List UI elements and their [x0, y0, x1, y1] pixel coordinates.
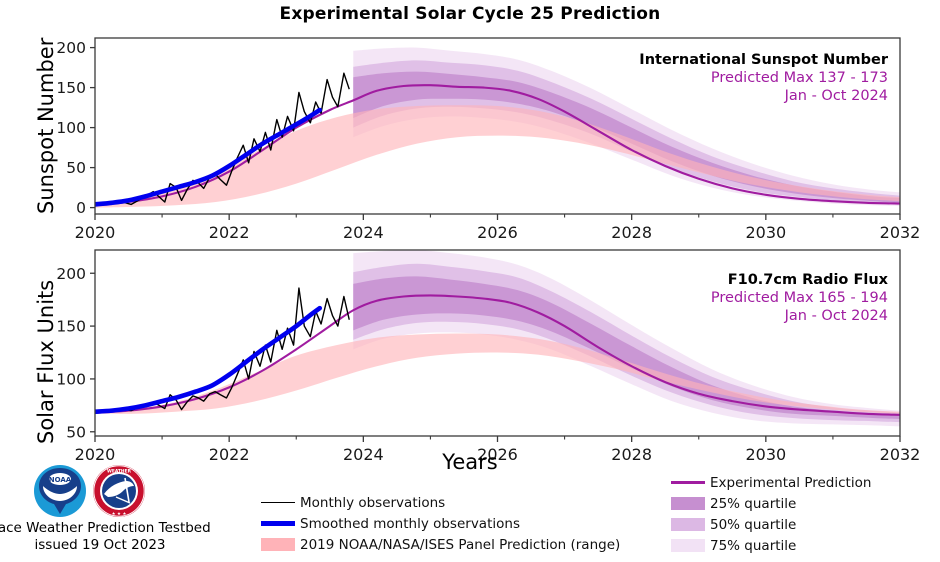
svg-text:★ ★ ★: ★ ★ ★: [112, 511, 127, 517]
y-tick-label-f107-3: 200: [56, 265, 86, 283]
y-tick-label-f107-2: 150: [56, 318, 86, 336]
line-smoothed-observations-sunspot: [95, 107, 323, 207]
x-tick-label-f107-2: 2024: [343, 445, 384, 464]
x-tick-label-sunspot-4: 2028: [611, 223, 652, 242]
y-tick-label-sunspot-3: 150: [56, 79, 86, 97]
annotation-f107: F10.7cm Radio Flux Predicted Max 165 - 1…: [520, 272, 888, 324]
x-tick-label-f107-4: 2028: [611, 445, 652, 464]
x-tick-label-f107-5: 2030: [745, 445, 786, 464]
legend-item-smoothed-monthly-observations: Smoothed monthly observations: [256, 513, 620, 534]
panel-sunspot: Sunspot Number 0 50 100 150 200 2020 2022 2024 2…: [0, 0, 940, 242]
legend-marker-patch: [666, 539, 710, 552]
legend-item-50-quartile: 50% quartile: [666, 514, 871, 535]
legend-item-monthly-observations: Monthly observations: [256, 492, 620, 513]
x-tick-label-f107-6: 2032: [880, 445, 921, 464]
footer-caption: pace Weather Prediction Testbed issued 1…: [0, 520, 222, 554]
x-axis-label: Years: [442, 450, 498, 474]
legend-marker-line-thin: [256, 501, 300, 504]
svg-text:WEATHER: WEATHER: [107, 469, 132, 475]
legend-marker-patch: [666, 497, 710, 510]
legend-label: Smoothed monthly observations: [300, 515, 520, 532]
legend-item-75-quartile: 75% quartile: [666, 535, 871, 556]
annotation-date-f107: Jan - Oct 2024: [784, 308, 888, 324]
x-tick-label-sunspot-5: 2030: [745, 223, 786, 242]
plot-area-sunspot: 0 50 100 150 200 2020 2022 2024 2026 2028 2030 2032: [56, 37, 921, 242]
noaa-logo: NOAA: [33, 464, 87, 518]
legend-marker-patch: [666, 518, 710, 531]
panel-f107: Solar Flux Units 50 100 150 200 2020 2022 2024…: [0, 240, 940, 470]
legend-item-experimental-prediction: Experimental Prediction: [666, 472, 871, 493]
legend-label: 50% quartile: [710, 516, 797, 533]
legend-marker-line-thick: [256, 521, 300, 526]
legend-label: 75% quartile: [710, 537, 797, 554]
y-tick-label-sunspot-1: 50: [66, 159, 86, 177]
x-tick-label-sunspot-3: 2026: [477, 223, 518, 242]
x-tick-label-f107-0: 2020: [75, 445, 116, 464]
x-tick-label-sunspot-1: 2022: [209, 223, 250, 242]
x-tick-label-sunspot-2: 2024: [343, 223, 384, 242]
svg-text:NOAA: NOAA: [49, 476, 72, 484]
annotation-title-f107: F10.7cm Radio Flux: [727, 272, 888, 288]
band-panel-prediction-f107: [95, 333, 900, 414]
band-panel-prediction-sunspot: [95, 105, 900, 208]
series-group-f107: [95, 250, 900, 427]
line-experimental-prediction-f107: [95, 294, 900, 416]
page-title: Experimental Solar Cycle 25 Prediction: [279, 4, 661, 24]
legend-label: Monthly observations: [300, 494, 446, 511]
annotation-date-sunspot: Jan - Oct 2024: [784, 88, 888, 104]
y-tick-label-sunspot-2: 100: [56, 119, 86, 137]
x-tick-label-f107-1: 2022: [209, 445, 250, 464]
national-weather-service-logo: WEATHER ★ ★ ★: [92, 464, 146, 518]
x-tick-label-sunspot-6: 2032: [880, 223, 921, 242]
y-tick-label-sunspot-4: 200: [56, 39, 86, 57]
legend-marker-line-med: [666, 481, 710, 484]
annotation-title-sunspot: International Sunspot Number: [639, 52, 888, 68]
legend-label: 2019 NOAA/NASA/ISES Panel Prediction (ra…: [300, 536, 621, 553]
footer-line-2: issued 19 Oct 2023: [34, 536, 166, 553]
line-smoothed-observations-f107: [95, 305, 323, 414]
legend-item-25-quartile: 25% quartile: [666, 493, 871, 514]
legend-marker-patch: [256, 538, 300, 551]
y-tick-label-f107-1: 100: [56, 370, 86, 388]
annotation-sunspot: International Sunspot Number Predicted M…: [520, 52, 888, 104]
y-tick-label-f107-0: 50: [66, 423, 86, 441]
y-tick-label-sunspot-0: 0: [76, 199, 86, 217]
line-experimental-prediction-sunspot: [95, 84, 900, 207]
plot-area-f107: 50 100 150 200 2020 2022 2024 2026 2028 2030 2032: [56, 249, 921, 464]
legend-label: Experimental Prediction: [710, 474, 872, 491]
x-tick-label-sunspot-0: 2020: [75, 223, 116, 242]
annotation-max-sunspot: Predicted Max 137 - 173: [710, 70, 888, 86]
legend-left: Monthly observations Smoothed monthly obs…: [256, 492, 620, 555]
annotation-max-f107: Predicted Max 165 - 194: [710, 290, 888, 306]
series-group-sunspot: [95, 47, 900, 208]
x-tick-label-f107-3: 2026: [477, 445, 518, 464]
legend-item-2019-noaa-nasa-ises-panel-prediction-range: 2019 NOAA/NASA/ISES Panel Prediction (ra…: [256, 534, 620, 555]
footer-line-1: pace Weather Prediction Testbed: [0, 520, 211, 536]
legend-right: Experimental Prediction 25% quartile 50% q…: [666, 472, 871, 556]
band-25quartile-f107: [353, 276, 900, 420]
legend-label: 25% quartile: [710, 495, 797, 512]
